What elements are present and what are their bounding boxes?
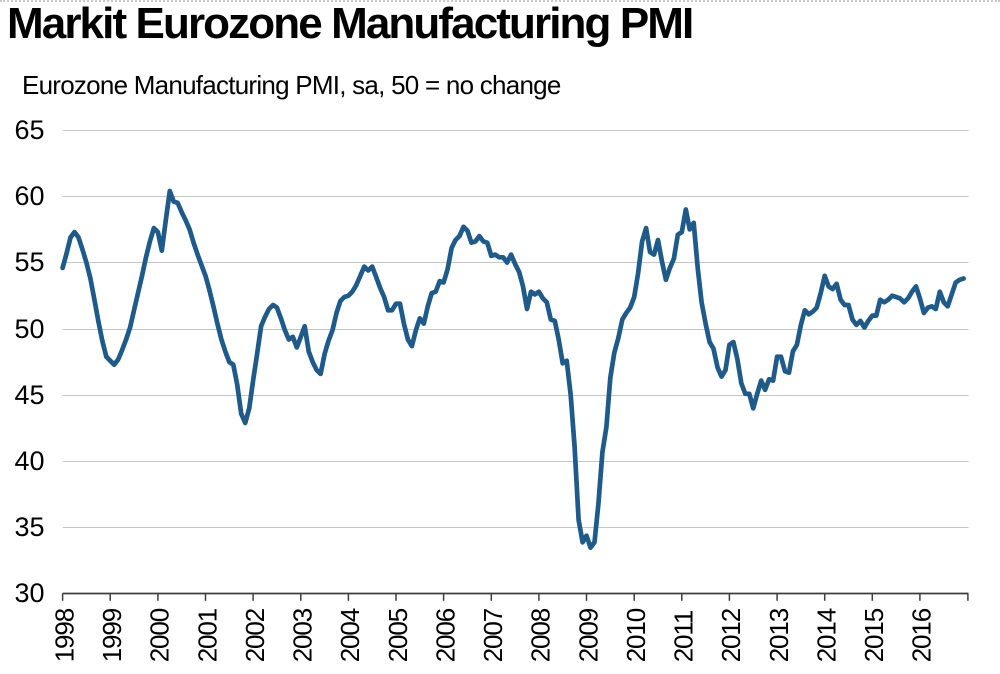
svg-text:2015: 2015 — [859, 608, 889, 662]
svg-text:2002: 2002 — [240, 608, 270, 662]
svg-text:55: 55 — [14, 247, 44, 277]
svg-text:2013: 2013 — [764, 608, 794, 662]
svg-text:30: 30 — [14, 578, 44, 608]
svg-text:50: 50 — [14, 314, 44, 344]
svg-text:2011: 2011 — [669, 610, 699, 662]
svg-text:2005: 2005 — [383, 608, 413, 662]
svg-text:2004: 2004 — [335, 608, 365, 662]
svg-text:2008: 2008 — [526, 608, 556, 662]
svg-text:1998: 1998 — [49, 608, 79, 662]
svg-text:2003: 2003 — [288, 608, 318, 662]
svg-text:45: 45 — [14, 380, 44, 410]
svg-text:2000: 2000 — [145, 608, 175, 662]
svg-text:2012: 2012 — [716, 608, 746, 662]
svg-text:35: 35 — [14, 512, 44, 542]
svg-text:2014: 2014 — [812, 608, 842, 662]
svg-text:2009: 2009 — [573, 608, 603, 662]
svg-text:65: 65 — [14, 115, 44, 145]
svg-text:2010: 2010 — [621, 608, 651, 662]
svg-text:40: 40 — [14, 446, 44, 476]
svg-text:2001: 2001 — [192, 608, 222, 662]
svg-text:60: 60 — [14, 181, 44, 211]
svg-text:2006: 2006 — [430, 608, 460, 662]
svg-text:2016: 2016 — [907, 608, 937, 662]
svg-text:2007: 2007 — [478, 608, 508, 662]
svg-text:1999: 1999 — [97, 608, 127, 662]
